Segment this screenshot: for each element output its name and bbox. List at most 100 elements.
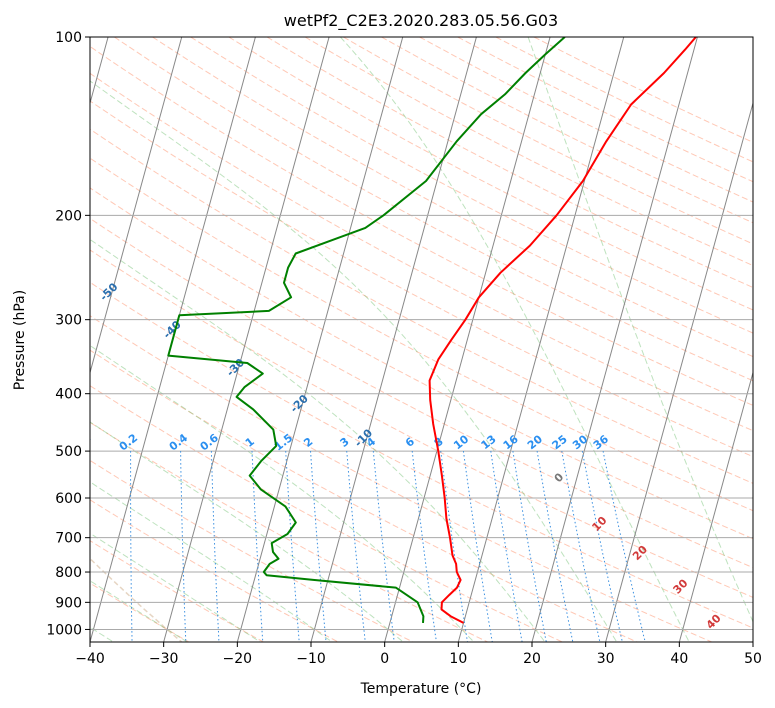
mixing-ratio-line [346,451,366,642]
y-tick-label: 1000 [46,622,82,638]
dry-adiabat-line [90,128,753,484]
dry-adiabat-line [228,37,753,311]
dry-adiabat-line [90,459,414,642]
mixing-ratio-label: 0.6 [198,431,222,453]
dry-adiabat-line [343,37,753,245]
mixing-ratio-label: 0.4 [167,431,191,453]
dry-adiabat-line [90,421,488,642]
dry-adiabat-line [90,45,753,406]
mixing-ratio-label: 25 [550,433,570,453]
dry-adiabat-line [90,249,753,598]
mixing-ratio-line [512,451,547,642]
mixing-ratio-label: 20 [525,432,545,452]
mixing-ratio-line [251,451,264,642]
mixing-ratio-line [602,451,646,642]
dry-adiabat-line [90,315,712,642]
y-tick-label: 400 [55,387,82,403]
dry-adiabat-line [90,540,264,642]
x-tick-label: −10 [296,651,326,667]
dry-adiabat-line [114,37,753,382]
moist-adiabat-line [527,37,753,624]
x-tick-label: −30 [149,651,179,667]
dry-adiabat-line [90,187,753,540]
isotherm-line [752,640,753,642]
x-tick-label: 10 [449,651,467,667]
dry-adiabat-line [266,37,753,289]
moist-adiabat-line [90,580,188,642]
mixing-ratio-label: 10 [451,432,471,452]
mixing-ratio-line [561,451,601,642]
x-tick-label: 20 [523,651,541,667]
x-tick-label: 30 [597,651,615,667]
temperature-line [428,37,697,624]
mixing-ratio-label: 3 [338,435,352,450]
dry-adiabat-label: -60 [36,235,59,258]
mixing-ratio-label: 0.1 [70,431,93,453]
isotherm-line [531,37,698,642]
isotherm-line [163,37,330,642]
y-tick-label: 100 [55,30,82,46]
y-tick-label: 300 [55,313,82,329]
x-tick-label: −40 [75,651,105,667]
dry-adiabat-line [90,217,753,569]
dry-adiabat-line [90,582,190,642]
dry-adiabat-label: -70 [0,181,1,204]
x-tick-label: 0 [380,651,389,667]
mixing-ratio-label: 16 [501,432,521,452]
axis-ticks: −40 −30 −20 −10 0 10 20 30 40 5010020030040050060… [46,30,762,667]
y-tick-label: 700 [55,531,82,547]
reference-arc [90,557,183,642]
dry-adiabat-label: -30 [224,356,247,379]
y-axis-title: Pressure (hPa) [12,290,28,390]
mixing-ratio-line [130,451,133,642]
isotherm-line [384,37,551,642]
mixing-ratio-line [440,451,468,642]
mixing-ratio-line [310,451,327,642]
x-axis-title: Temperature (°C) [360,681,482,697]
plot-area: 0.10.20.40.611.52346810131620253036-100-… [0,37,753,642]
dry-adiabat-line [533,37,753,143]
isotherm-line [457,37,625,642]
mixing-ratio-line [210,451,220,642]
dry-adiabat-line [152,37,753,358]
y-tick-label: 200 [55,208,82,224]
dewpoint-line [167,37,566,623]
plot-frame [89,36,754,643]
mixing-ratio-label: 0.2 [117,431,140,453]
mixing-ratio-line [180,451,187,642]
moist-adiabat-line [90,532,261,642]
moist-adiabat-label: 20 [630,543,650,563]
dry-adiabat-label: -20 [288,392,311,415]
x-tick-label: −20 [223,651,253,667]
isotherm-line [310,37,477,642]
y-tick-label: 800 [55,565,82,581]
dry-adiabat-line [90,72,753,432]
isotherm-line [678,370,753,642]
moist-adiabat-line [90,344,475,642]
y-tick-label: 600 [55,491,82,507]
moist-adiabat-line [90,421,404,642]
mixing-ratio-label: 2 [301,435,315,450]
mixing-ratio-label: 36 [591,432,611,452]
moist-adiabat-line [340,37,690,642]
moist-adiabat-label: 10 [589,514,609,534]
isotherm-line [236,37,404,642]
chart-title: wetPf2_C2E3.2020.283.05.56.G03 [284,11,558,31]
y-tick-label: 500 [55,444,82,460]
dry-adiabat-line [90,157,753,512]
mixing-ratio-line [462,451,493,642]
mixing-ratio-line [411,451,437,642]
dry-adiabat-line [90,100,753,458]
mixing-ratio-line [82,451,84,642]
mixing-ratio-label: 1 [243,435,257,450]
moist-adiabat-line [90,481,333,642]
moist-adiabat-line [90,238,546,642]
x-tick-label: 40 [670,651,688,667]
mixing-ratio-label: 6 [403,435,417,450]
x-tick-label: 50 [744,651,762,667]
isotherm-line [605,101,753,642]
mixing-ratio-label: 30 [570,432,590,452]
mixing-ratio-line [372,451,395,642]
dry-adiabat-line [90,349,638,642]
